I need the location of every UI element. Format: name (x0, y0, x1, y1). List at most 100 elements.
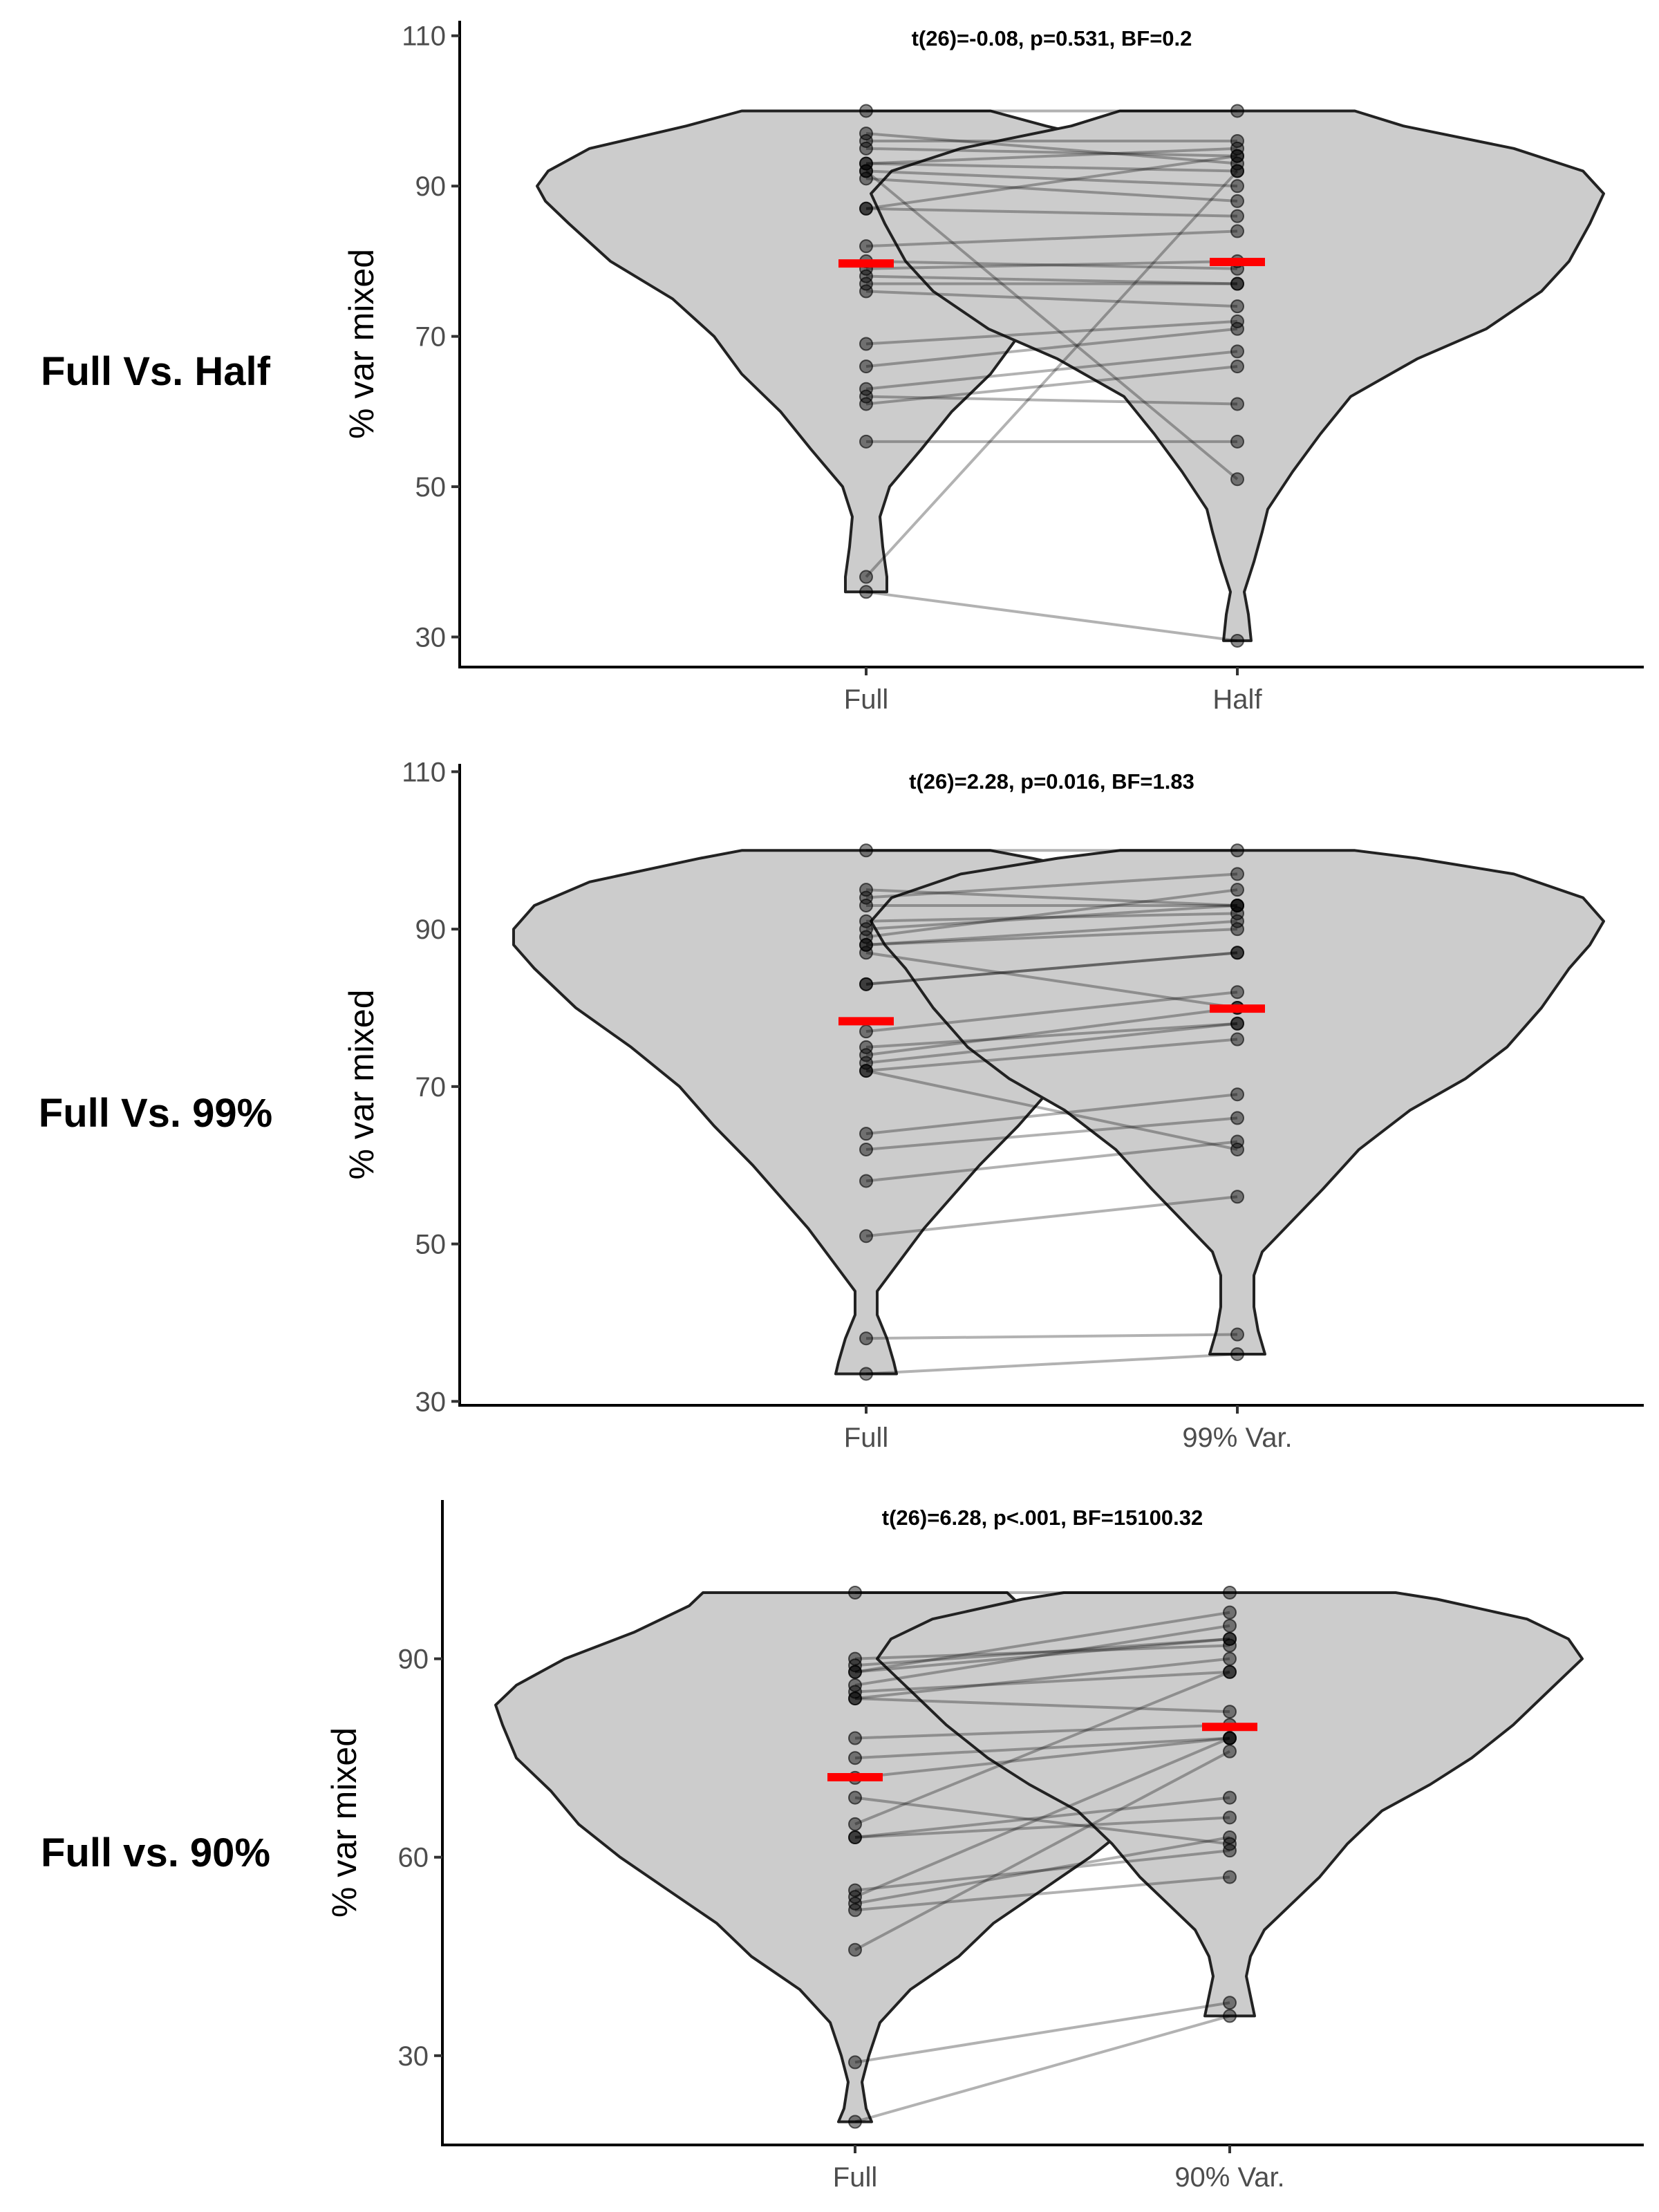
data-point (1223, 1744, 1237, 1759)
pair-line (854, 1836, 1230, 1905)
data-point (848, 1942, 862, 1957)
data-point (1230, 224, 1244, 238)
data-point (848, 1731, 862, 1745)
pair-line (865, 951, 1238, 986)
pair-line (854, 2001, 1230, 2064)
data-point (1230, 472, 1244, 487)
pair-line (865, 259, 1238, 270)
pair-line (854, 1736, 1230, 1779)
y-tick-label: 110 (402, 21, 446, 52)
data-point (859, 156, 873, 171)
data-point (1230, 883, 1244, 897)
data-point (1223, 1585, 1237, 1600)
data-point (859, 898, 873, 912)
data-point (1230, 843, 1244, 858)
data-point (848, 1790, 862, 1805)
data-point (1230, 1111, 1244, 1125)
data-point (1230, 209, 1244, 223)
row-label: Full Vs. Half (41, 349, 271, 394)
stat-annotation: t(26)=-0.08, p=0.531, BF=0.2 (912, 26, 1192, 50)
data-point (859, 977, 873, 991)
data-point (1230, 141, 1244, 156)
data-point (859, 1127, 873, 1141)
data-point (1223, 1665, 1237, 1679)
pair-line (854, 1723, 1230, 1740)
data-point (1230, 314, 1244, 328)
data-point (1230, 397, 1244, 411)
pair-line (865, 147, 1238, 158)
data-point (848, 1903, 862, 1918)
data-point (1230, 1190, 1244, 1204)
data-point (1230, 194, 1244, 208)
pair-line (865, 170, 1239, 578)
data-point (1223, 1631, 1237, 1646)
data-point (859, 284, 873, 299)
data-point (1230, 898, 1244, 912)
y-tick-label: 30 (415, 1387, 447, 1417)
data-point (859, 133, 873, 148)
data-point (859, 1142, 873, 1156)
data-point (859, 276, 873, 291)
pair-line (854, 1670, 1230, 1694)
data-point (848, 2055, 862, 2070)
pair-line (865, 590, 1238, 642)
pair-line (865, 177, 1238, 203)
pair-line (865, 912, 1238, 923)
data-point (859, 1064, 873, 1078)
data-point (859, 337, 873, 351)
x-tick-label: Full (833, 2162, 877, 2193)
data-point (859, 570, 873, 584)
pair-line (865, 350, 1238, 391)
pair-line (854, 1750, 1230, 1951)
data-point (848, 1830, 862, 1845)
x-tick-label: Full (844, 684, 888, 715)
y-tick-label: 70 (415, 1072, 447, 1103)
y-tick-label: 90 (415, 171, 447, 202)
data-point (1230, 149, 1244, 163)
pair-line (865, 290, 1238, 308)
pair-line (865, 169, 1239, 480)
pair-line (865, 903, 1238, 931)
panel-2: Full Vs. 99% % var mixed t(26)=2.28, p=0.0… (39, 757, 1644, 1453)
data-point (859, 104, 873, 118)
data-point (848, 2115, 862, 2129)
data-point (859, 201, 873, 216)
data-point (1223, 1705, 1237, 1719)
data-point (859, 269, 873, 283)
x-tick-label: 99% Var. (1182, 1423, 1292, 1453)
data-point (859, 126, 873, 141)
pair-line (854, 1875, 1230, 1912)
data-point (1230, 359, 1244, 374)
pair-line (854, 1796, 1230, 1846)
data-point (859, 397, 873, 411)
pair-line (865, 1022, 1238, 1065)
pair-line (865, 1038, 1238, 1073)
data-point (1230, 344, 1244, 359)
data-point (859, 1174, 873, 1188)
pair-line (865, 154, 1238, 210)
data-point (1230, 156, 1244, 171)
violin-99-var- (870, 849, 1605, 1356)
data-point (1223, 1810, 1237, 1825)
y-tick-label: 90 (398, 1644, 429, 1675)
pair-line (865, 169, 1238, 188)
pair-line (854, 1849, 1230, 1892)
pair-line (865, 207, 1238, 218)
pair-line (854, 1796, 1230, 1839)
data-point (1230, 434, 1244, 449)
pair-line (865, 888, 1238, 939)
data-point (859, 382, 873, 396)
data-point (1230, 179, 1244, 194)
pair-line (865, 274, 1238, 285)
stat-annotation: t(26)=6.28, p<.001, BF=15100.32 (882, 1506, 1203, 1530)
pair-line (865, 259, 1238, 270)
pair-line (865, 132, 1238, 165)
data-point (1230, 276, 1244, 291)
stat-annotation: t(26)=2.28, p=0.016, BF=1.83 (909, 769, 1194, 794)
pair-line (865, 1069, 1238, 1151)
pair-line (865, 1352, 1238, 1376)
data-point (1230, 1134, 1244, 1149)
pair-line (865, 319, 1238, 346)
violin-half (870, 109, 1605, 642)
